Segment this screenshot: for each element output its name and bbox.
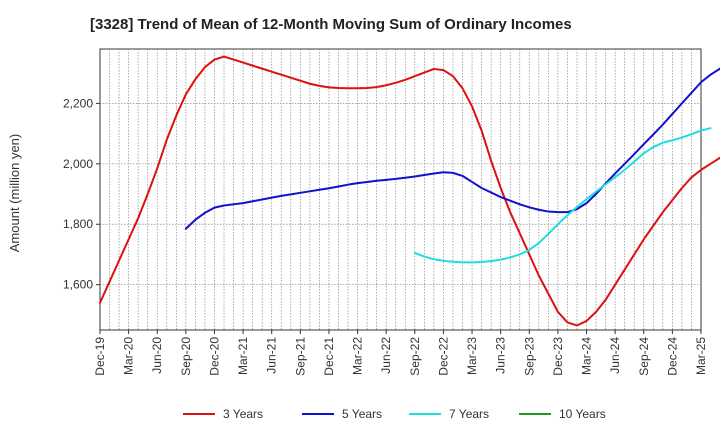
x-tick-label: Dec-21 — [322, 337, 336, 376]
y-ticks: 1,600 1,800 2,000 2,200 — [63, 96, 100, 292]
x-tick-label: Jun-24 — [608, 337, 622, 374]
x-tick-label: Jun-21 — [265, 337, 279, 374]
series-group — [99, 55, 720, 327]
y-axis-label: Amount (million yen) — [7, 134, 22, 253]
legend-label: 10 Years — [559, 407, 606, 421]
legend: 3 Years 5 Years 7 Years 10 Years — [183, 407, 606, 421]
x-tick-label: Dec-24 — [665, 337, 679, 376]
x-tick-label: Sep-20 — [179, 337, 193, 376]
x-tick-label: Mar-25 — [694, 337, 708, 375]
x-tick-label: Mar-24 — [580, 337, 594, 375]
x-tick-label: Mar-21 — [236, 337, 250, 375]
x-tick-label: Jun-23 — [494, 337, 508, 374]
legend-label: 3 Years — [223, 407, 263, 421]
x-tick-label: Sep-22 — [408, 337, 422, 376]
series-line-7-years — [413, 127, 712, 264]
y-tick-label: 1,800 — [63, 217, 93, 231]
legend-label: 7 Years — [449, 407, 489, 421]
x-tick-label: Mar-20 — [122, 337, 136, 375]
x-tick-label: Sep-21 — [293, 337, 307, 376]
x-tick-label: Mar-23 — [465, 337, 479, 375]
plot-area — [99, 48, 702, 331]
y-tick-label: 2,200 — [63, 96, 93, 110]
x-tick-label: Jun-22 — [379, 337, 393, 374]
y-tick-label: 2,000 — [63, 157, 93, 171]
legend-label: 5 Years — [342, 407, 382, 421]
x-tick-label: Sep-24 — [637, 337, 651, 376]
x-tick-label: Dec-19 — [93, 337, 107, 376]
x-ticks: Dec-19 Mar-20 Jun-20 Sep-20 Dec-20 Mar-21 Jun-… — [93, 330, 708, 376]
series-line-3-years — [99, 55, 720, 327]
x-tick-label: Jun-20 — [150, 337, 164, 374]
x-tick-label: Dec-20 — [207, 337, 221, 376]
x-tick-label: Dec-22 — [436, 337, 450, 376]
series-line-5-years — [184, 67, 720, 230]
grid — [100, 49, 701, 330]
x-tick-label: Sep-23 — [522, 337, 536, 376]
chart-title: [3328] Trend of Mean of 12-Month Moving … — [90, 16, 572, 33]
x-tick-label: Dec-23 — [551, 337, 565, 376]
y-tick-label: 1,600 — [63, 278, 93, 292]
x-tick-label: Mar-22 — [351, 337, 365, 375]
